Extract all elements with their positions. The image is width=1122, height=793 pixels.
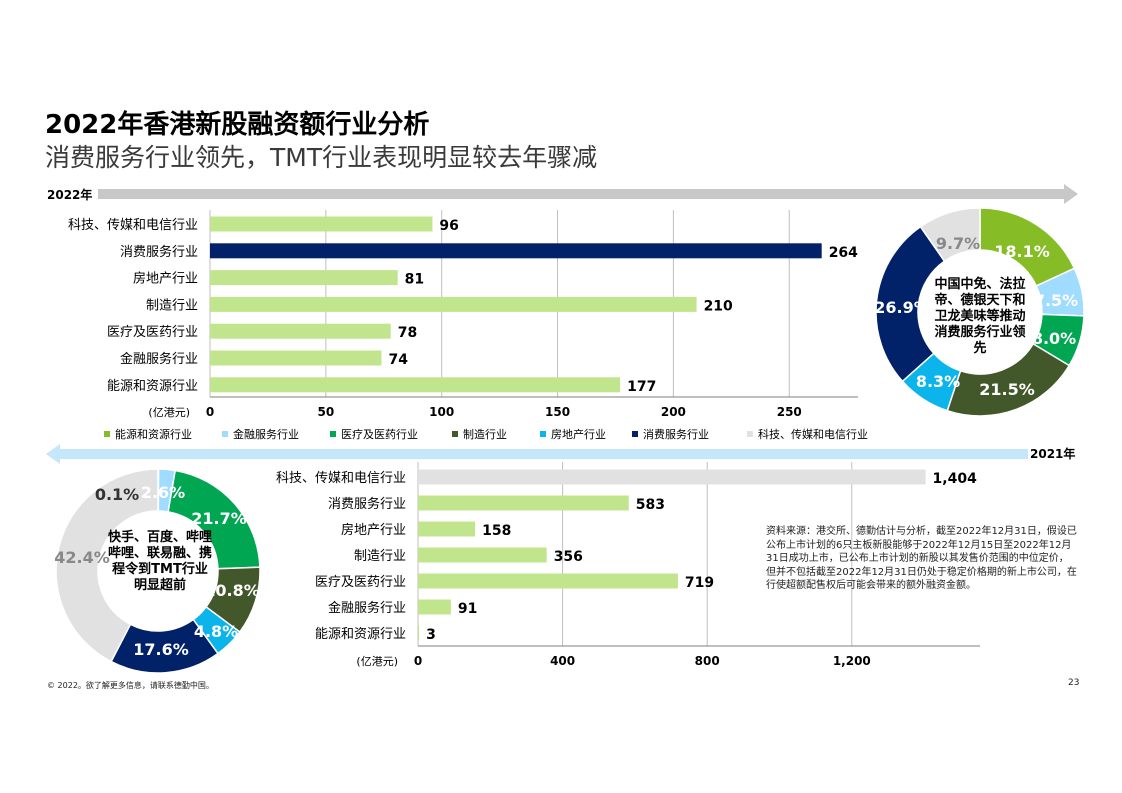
bar — [418, 469, 926, 485]
donut-2022-center-text: 中国中免、法拉帝、德银天下和卫龙美味等推动消费服务行业领先 — [934, 277, 1026, 356]
tick-label: 150 — [545, 405, 570, 419]
bar — [418, 547, 547, 563]
category-label: 金融服务行业 — [120, 351, 198, 367]
bar — [210, 323, 391, 339]
legend-swatch — [747, 431, 753, 437]
donut-slice — [875, 225, 946, 383]
value-label: 81 — [405, 272, 424, 288]
bar — [418, 625, 420, 641]
category-label: 制造行业 — [146, 298, 198, 313]
slice-label: 26.9% — [874, 298, 930, 317]
tick-label: 50 — [317, 405, 334, 419]
bar — [418, 521, 476, 537]
slice-label: 17.6% — [133, 640, 189, 659]
legend-label: 科技、传媒和电信行业 — [758, 427, 868, 441]
bar — [210, 243, 822, 259]
year-label-2022: 2022年 — [47, 188, 93, 202]
slice-label: 4.8% — [194, 622, 238, 641]
slice-label: 2.6% — [141, 483, 185, 502]
category-label: 能源和资源行业 — [107, 379, 198, 394]
bar — [418, 573, 678, 589]
legend-swatch — [452, 431, 458, 437]
category-label: 制造行业 — [354, 549, 406, 564]
category-label: 科技、传媒和电信行业 — [276, 471, 406, 486]
legend-swatch — [104, 431, 110, 437]
value-label: 356 — [554, 549, 583, 565]
slice-label: 7.5% — [1034, 291, 1078, 310]
legend-label: 能源和资源行业 — [115, 427, 192, 441]
slice-label: 0.1% — [95, 485, 139, 504]
x-axis-unit: (亿港元) — [148, 406, 190, 419]
value-label: 158 — [482, 523, 511, 539]
value-label: 177 — [627, 379, 656, 395]
legend-swatch — [540, 431, 546, 437]
value-label: 583 — [636, 497, 665, 513]
category-label: 能源和资源行业 — [315, 627, 406, 642]
year-label-2021: 2021年 — [1030, 447, 1076, 461]
source-note: 资料来源：港交所、德勤估计与分析，截至2022年12月31日，假设已公布上市计划… — [766, 526, 1077, 591]
bar — [210, 350, 382, 366]
donut-2021-center-text: 快手、百度、哔哩哔哩、联易融、携程令到TMT行业明显超前 — [108, 530, 213, 593]
category-label: 医疗及医药行业 — [315, 575, 406, 590]
bar — [210, 270, 398, 286]
value-label: 264 — [829, 245, 858, 261]
bar — [210, 216, 433, 232]
copyright: © 2022。欲了解更多信息，请联系德勤中国。 — [47, 681, 214, 690]
category-label: 房地产行业 — [341, 522, 406, 538]
value-label: 96 — [439, 218, 458, 234]
tick-label: 250 — [777, 405, 802, 419]
legend-label: 消费服务行业 — [643, 427, 709, 441]
tick-label: 0 — [414, 654, 422, 668]
tick-label: 1,200 — [833, 654, 871, 668]
page-subtitle: 消费服务行业领先，TMT行业表现明显较去年骤减 — [45, 143, 598, 172]
slice-label: 8.3% — [916, 372, 960, 391]
value-label: 91 — [458, 601, 477, 617]
value-label: 74 — [388, 352, 408, 368]
value-label: 719 — [685, 575, 714, 591]
x-axis-unit: (亿港元) — [356, 655, 398, 668]
donut-slice — [55, 468, 159, 663]
page-title: 2022年香港新股融资额行业分析 — [45, 110, 430, 140]
legend-label: 金融服务行业 — [233, 427, 299, 441]
category-label: 科技、传媒和电信行业 — [68, 218, 198, 233]
category-label: 金融服务行业 — [328, 600, 406, 616]
legend-label: 医疗及医药行业 — [341, 427, 418, 441]
slice-label: 21.7% — [191, 509, 247, 528]
value-label: 78 — [398, 325, 417, 341]
value-label: 3 — [426, 627, 436, 643]
slice-label: 9.7% — [936, 234, 980, 253]
tick-label: 0 — [206, 405, 214, 419]
value-label: 1,404 — [933, 471, 978, 487]
slice-label: 42.4% — [54, 548, 110, 567]
donut-slice — [919, 207, 981, 263]
legend-swatch — [330, 431, 336, 437]
bar — [418, 495, 629, 511]
tick-label: 200 — [661, 405, 686, 419]
category-label: 房地产行业 — [133, 271, 198, 287]
category-label: 消费服务行业 — [328, 496, 406, 512]
category-label: 医疗及医药行业 — [107, 325, 198, 340]
legend-label: 制造行业 — [463, 427, 507, 441]
tick-label: 400 — [550, 654, 575, 668]
legend-swatch — [632, 431, 638, 437]
slice-label: 10.8% — [204, 581, 260, 600]
value-label: 210 — [704, 298, 733, 314]
category-label: 消费服务行业 — [120, 244, 198, 260]
slice-label: 18.1% — [994, 242, 1050, 261]
timeline-arrow-2022 — [98, 184, 1078, 204]
bar — [418, 599, 451, 615]
slice-label: 21.5% — [979, 380, 1035, 399]
bar — [210, 296, 697, 312]
slice-label: 8.0% — [1032, 329, 1076, 348]
tick-label: 100 — [429, 405, 454, 419]
timeline-arrow-2021 — [46, 444, 1028, 464]
page-number: 23 — [1068, 678, 1080, 688]
bar — [210, 377, 621, 393]
tick-label: 800 — [695, 654, 720, 668]
legend-label: 房地产行业 — [551, 427, 606, 441]
legend-swatch — [222, 431, 228, 437]
